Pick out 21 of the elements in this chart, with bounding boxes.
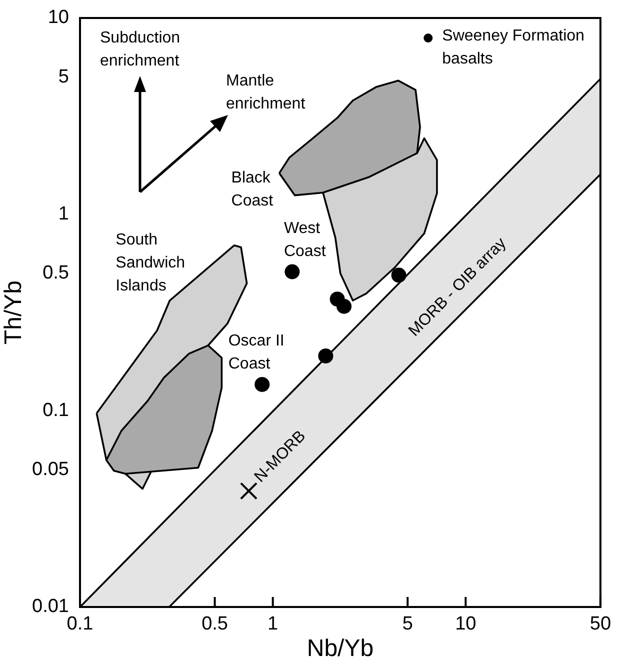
x-tick-label: 0.5 [202,614,228,635]
y-tick-label: 0.01 [32,596,69,618]
series-label: West Coast [284,220,326,260]
y-tick-label: 0.05 [32,459,69,480]
y-tick-label: 1 [58,204,69,225]
y-tick-label: 0.5 [42,262,69,284]
y-axis-title: Th/Yb [0,280,28,345]
legend-label: Sweeney Formation basalts [442,27,584,68]
series-label: Black Coast [231,170,274,210]
annotation: Mantle enrichment [226,72,306,112]
x-tick-label: 50 [590,614,612,635]
y-tick-label: 5 [58,66,69,88]
y-tick-label: 0.1 [42,400,69,421]
x-axis-title: Nb/Yb [306,635,374,662]
x-tick-label: 5 [402,614,413,635]
annotation: Subduction enrichment [100,29,180,70]
series-label: Oscar II Coast [228,332,284,373]
series-label: South Sandwich Islands [116,232,186,295]
x-tick-label: 1 [268,614,278,635]
y-tick-label: 10 [48,7,69,28]
x-tick-label: 10 [455,614,476,635]
